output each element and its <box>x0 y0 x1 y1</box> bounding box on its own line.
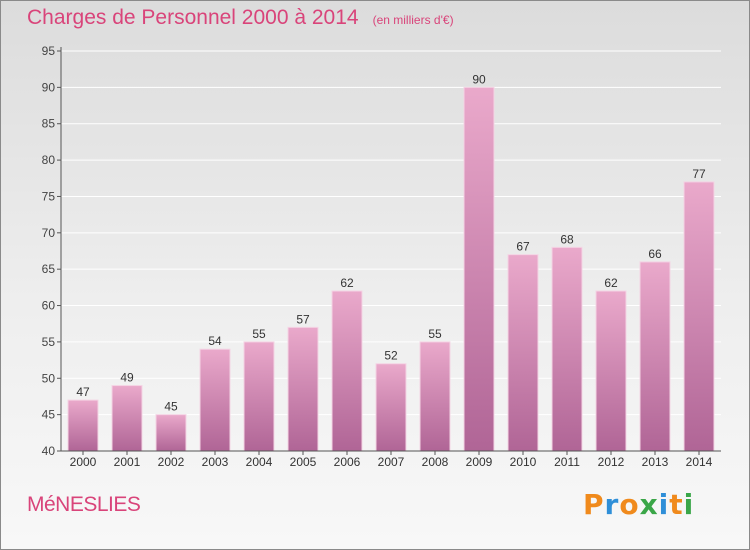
bar <box>551 246 583 452</box>
value-label: 52 <box>384 349 398 363</box>
value-label: 55 <box>428 327 442 341</box>
bar <box>639 261 671 452</box>
logo-letter: i <box>658 488 670 521</box>
bar <box>287 326 319 452</box>
value-label: 77 <box>692 167 706 181</box>
value-label: 62 <box>604 276 618 290</box>
bar <box>375 363 407 452</box>
x-tick-label: 2002 <box>158 455 185 469</box>
y-tick-label: 50 <box>42 371 56 385</box>
value-label: 55 <box>252 327 266 341</box>
x-tick-label: 2003 <box>202 455 229 469</box>
logo-letter: t <box>669 488 684 521</box>
y-tick-label: 80 <box>42 153 56 167</box>
x-tick-label: 2013 <box>642 455 669 469</box>
value-label: 67 <box>516 240 530 254</box>
x-tick-label: 2000 <box>70 455 97 469</box>
value-label: 45 <box>164 400 178 414</box>
value-label: 49 <box>120 371 134 385</box>
x-tick-label: 2001 <box>114 455 141 469</box>
bar <box>463 86 495 452</box>
value-label: 90 <box>472 72 486 86</box>
bar <box>331 290 363 452</box>
y-tick-label: 85 <box>42 117 56 131</box>
bar <box>111 385 143 452</box>
bar <box>243 341 275 452</box>
y-tick-label: 75 <box>42 189 56 203</box>
bar <box>199 348 231 452</box>
value-label: 66 <box>648 247 662 261</box>
y-tick-label: 65 <box>42 262 56 276</box>
y-tick-label: 60 <box>42 299 56 313</box>
y-tick-label: 95 <box>42 44 56 58</box>
logo-letter: P <box>583 488 605 521</box>
x-tick-label: 2007 <box>378 455 405 469</box>
bar <box>683 181 715 452</box>
value-label: 57 <box>296 312 310 326</box>
value-label: 68 <box>560 232 574 246</box>
x-tick-label: 2009 <box>466 455 493 469</box>
logo-letter: o <box>619 488 640 521</box>
y-tick-label: 70 <box>42 226 56 240</box>
x-tick-label: 2006 <box>334 455 361 469</box>
y-tick-label: 90 <box>42 80 56 94</box>
commune-name: MéNESLIES <box>27 493 141 516</box>
value-label: 54 <box>208 334 222 348</box>
y-tick-label: 45 <box>42 408 56 422</box>
unit-label: (en milliers d'€) <box>372 13 454 27</box>
bar <box>507 254 539 452</box>
bar <box>419 341 451 452</box>
logo-letter: i <box>683 488 695 521</box>
x-tick-label: 2005 <box>290 455 317 469</box>
value-label: 47 <box>76 385 90 399</box>
x-tick-label: 2004 <box>246 455 273 469</box>
proxiti-logo: Proxiti <box>583 488 694 521</box>
logo-letter: r <box>604 488 620 521</box>
title-text: Charges de Personnel 2000 à 2014 <box>27 6 359 29</box>
bar <box>595 290 627 452</box>
value-label: 62 <box>340 276 354 290</box>
y-tick-label: 55 <box>42 335 56 349</box>
chart-title: Charges de Personnel 2000 à 2014 (en mill… <box>27 6 454 30</box>
bar <box>155 414 187 452</box>
x-tick-label: 2012 <box>598 455 625 469</box>
x-tick-label: 2008 <box>422 455 449 469</box>
logo-letter: x <box>639 488 659 521</box>
x-tick-label: 2011 <box>554 455 580 469</box>
y-tick-label: 40 <box>42 444 56 458</box>
x-tick-label: 2014 <box>686 455 713 469</box>
bar <box>67 399 99 452</box>
x-tick-label: 2010 <box>510 455 537 469</box>
